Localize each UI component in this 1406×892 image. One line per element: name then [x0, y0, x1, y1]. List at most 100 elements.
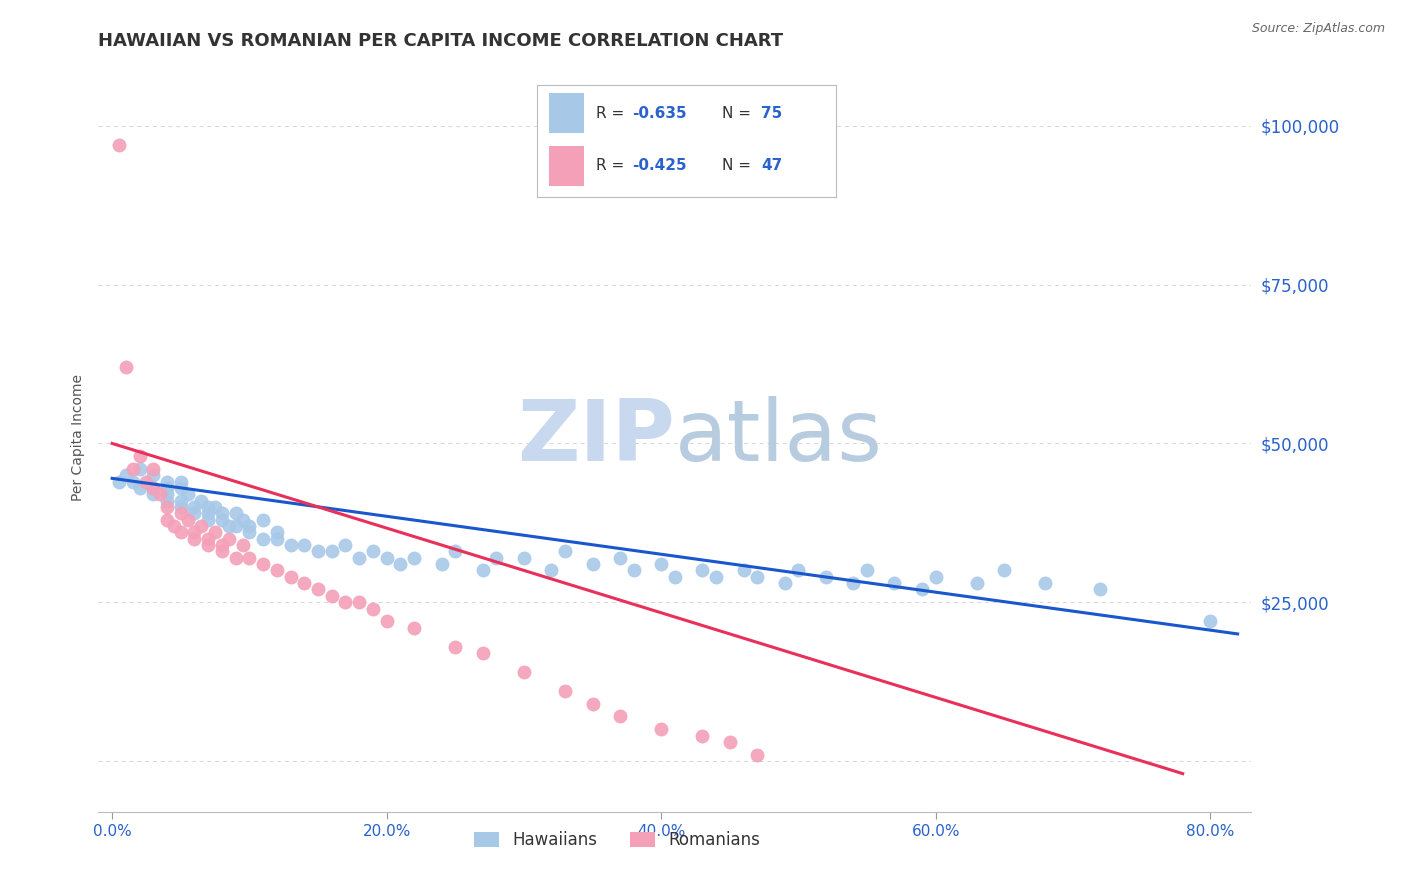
- Point: [321, 589, 343, 603]
- Point: [197, 532, 219, 546]
- Point: [142, 481, 165, 495]
- Point: [170, 493, 193, 508]
- Point: [347, 595, 370, 609]
- Point: [404, 621, 426, 635]
- Point: [252, 532, 274, 546]
- Point: [513, 665, 536, 679]
- Point: [911, 582, 934, 597]
- Point: [280, 570, 302, 584]
- Point: [128, 449, 150, 463]
- Point: [163, 519, 186, 533]
- Point: [183, 500, 205, 514]
- Point: [156, 513, 179, 527]
- Point: [335, 595, 357, 609]
- Point: [211, 538, 233, 552]
- Point: [176, 513, 198, 527]
- Point: [554, 684, 576, 698]
- Point: [225, 506, 247, 520]
- Point: [842, 576, 865, 591]
- Point: [108, 138, 131, 153]
- Point: [211, 506, 233, 520]
- Point: [238, 525, 260, 540]
- Point: [190, 493, 212, 508]
- Point: [266, 525, 288, 540]
- Point: [142, 468, 165, 483]
- Point: [733, 563, 755, 577]
- Point: [231, 538, 254, 552]
- Point: [609, 550, 631, 565]
- Point: [156, 481, 179, 495]
- Point: [485, 550, 508, 565]
- Point: [156, 493, 179, 508]
- Point: [211, 513, 233, 527]
- Text: atlas: atlas: [675, 395, 883, 479]
- Point: [1035, 576, 1057, 591]
- Point: [664, 570, 686, 584]
- Point: [197, 513, 219, 527]
- Point: [121, 475, 143, 489]
- Point: [204, 525, 226, 540]
- Point: [183, 506, 205, 520]
- Point: [718, 735, 741, 749]
- Point: [361, 544, 384, 558]
- Point: [404, 550, 426, 565]
- Point: [225, 519, 247, 533]
- Point: [280, 538, 302, 552]
- Point: [231, 513, 254, 527]
- Point: [924, 570, 946, 584]
- Legend: Hawaiians, Romanians: Hawaiians, Romanians: [467, 824, 768, 855]
- Point: [471, 563, 494, 577]
- Point: [218, 519, 240, 533]
- Point: [623, 563, 645, 577]
- Point: [197, 506, 219, 520]
- Point: [513, 550, 536, 565]
- Point: [307, 544, 329, 558]
- Point: [292, 538, 315, 552]
- Point: [121, 462, 143, 476]
- Point: [856, 563, 879, 577]
- Point: [581, 557, 603, 571]
- Point: [993, 563, 1015, 577]
- Point: [142, 462, 165, 476]
- Point: [321, 544, 343, 558]
- Point: [444, 544, 467, 558]
- Point: [966, 576, 988, 591]
- Point: [1199, 614, 1222, 628]
- Point: [773, 576, 796, 591]
- Point: [307, 582, 329, 597]
- Point: [471, 646, 494, 660]
- Point: [197, 538, 219, 552]
- Point: [252, 557, 274, 571]
- Point: [747, 747, 769, 762]
- Point: [142, 481, 165, 495]
- Point: [389, 557, 412, 571]
- Point: [581, 697, 603, 711]
- Point: [170, 500, 193, 514]
- Text: ZIP: ZIP: [517, 395, 675, 479]
- Point: [747, 570, 769, 584]
- Point: [430, 557, 453, 571]
- Point: [204, 500, 226, 514]
- Point: [225, 550, 247, 565]
- Point: [218, 532, 240, 546]
- Point: [142, 487, 165, 501]
- Point: [692, 563, 714, 577]
- Point: [156, 500, 179, 514]
- Point: [238, 519, 260, 533]
- Point: [650, 722, 672, 736]
- Point: [115, 468, 138, 483]
- Point: [156, 487, 179, 501]
- Point: [108, 475, 131, 489]
- Point: [197, 500, 219, 514]
- Point: [115, 360, 138, 375]
- Point: [704, 570, 727, 584]
- Point: [128, 481, 150, 495]
- Point: [211, 544, 233, 558]
- Point: [292, 576, 315, 591]
- Point: [170, 481, 193, 495]
- Point: [128, 462, 150, 476]
- Point: [190, 519, 212, 533]
- Point: [1090, 582, 1112, 597]
- Point: [883, 576, 905, 591]
- Point: [252, 513, 274, 527]
